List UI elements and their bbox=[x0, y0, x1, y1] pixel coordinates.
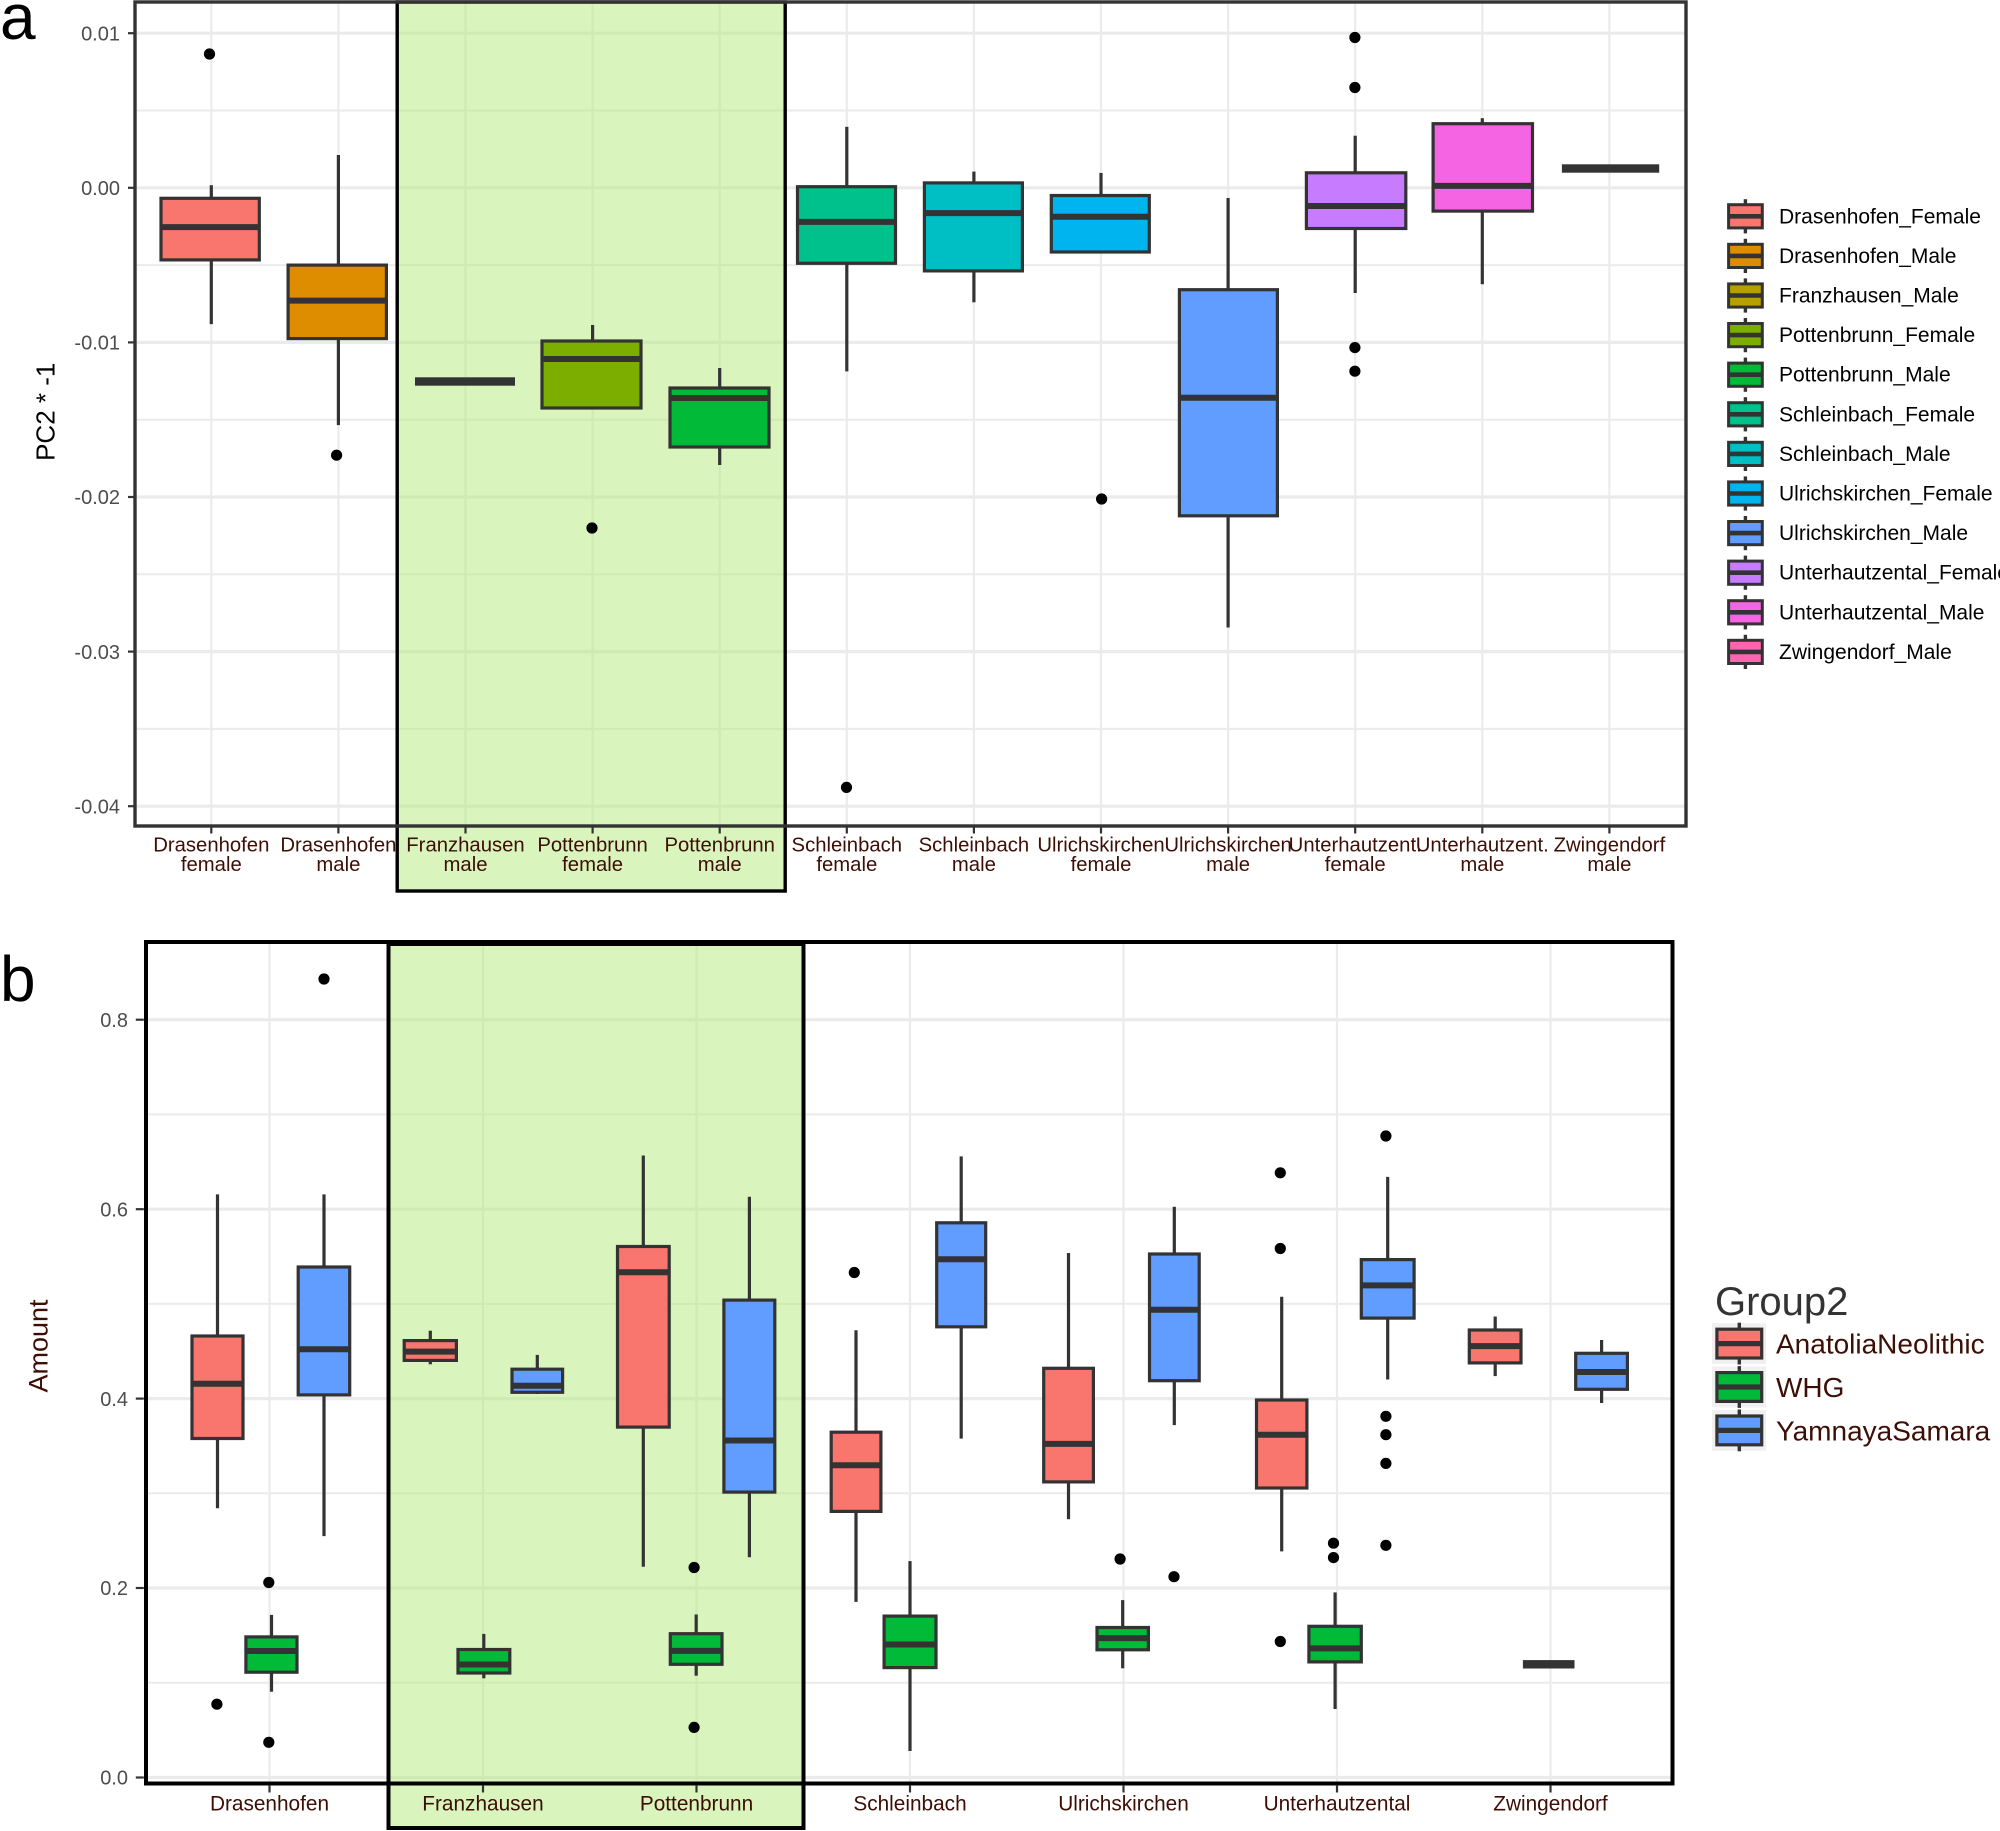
svg-text:male: male bbox=[316, 854, 360, 876]
svg-text:Drasenhofen: Drasenhofen bbox=[210, 1793, 329, 1816]
svg-text:Schleinbach: Schleinbach bbox=[919, 835, 1030, 857]
svg-text:Drasenhofen: Drasenhofen bbox=[153, 835, 269, 857]
svg-text:female: female bbox=[562, 854, 623, 876]
svg-text:Schleinbach_Male: Schleinbach_Male bbox=[1779, 443, 1951, 466]
svg-text:Pottenbrunn_Male: Pottenbrunn_Male bbox=[1779, 364, 1951, 387]
svg-text:0.00: 0.00 bbox=[81, 178, 120, 200]
svg-text:Franzhausen_Male: Franzhausen_Male bbox=[1779, 285, 1959, 308]
svg-text:-0.02: -0.02 bbox=[74, 487, 120, 509]
svg-text:female: female bbox=[1325, 854, 1386, 876]
svg-text:-0.04: -0.04 bbox=[74, 796, 120, 818]
svg-text:Unterhautzental_Female: Unterhautzental_Female bbox=[1779, 562, 2000, 585]
svg-text:a: a bbox=[0, 0, 36, 53]
svg-text:Pottenbrunn_Female: Pottenbrunn_Female bbox=[1779, 324, 1975, 347]
svg-text:Unterhautzental_Male: Unterhautzental_Male bbox=[1779, 601, 1984, 624]
svg-text:PC2 * -1: PC2 * -1 bbox=[31, 363, 61, 461]
svg-text:0.8: 0.8 bbox=[100, 1010, 128, 1032]
svg-text:male: male bbox=[698, 854, 742, 876]
svg-text:male: male bbox=[1206, 854, 1250, 876]
svg-text:female: female bbox=[1071, 854, 1132, 876]
svg-text:b: b bbox=[0, 943, 36, 1015]
svg-text:male: male bbox=[1587, 854, 1631, 876]
svg-text:Unterhautzent.: Unterhautzent. bbox=[1416, 835, 1549, 857]
svg-text:female: female bbox=[181, 854, 242, 876]
svg-text:Ulrichskirchen: Ulrichskirchen bbox=[1037, 835, 1164, 857]
svg-text:-0.01: -0.01 bbox=[74, 333, 120, 355]
svg-text:YamnayaSamara: YamnayaSamara bbox=[1776, 1415, 1991, 1446]
svg-text:0.0: 0.0 bbox=[100, 1768, 128, 1790]
svg-text:Schleinbach: Schleinbach bbox=[792, 835, 903, 857]
svg-text:Franzhausen: Franzhausen bbox=[422, 1793, 543, 1816]
svg-text:WHG: WHG bbox=[1776, 1372, 1844, 1403]
svg-text:Ulrichskirchen_Male: Ulrichskirchen_Male bbox=[1779, 522, 1968, 545]
svg-text:male: male bbox=[952, 854, 996, 876]
svg-text:Ulrichskirchen: Ulrichskirchen bbox=[1058, 1793, 1189, 1816]
svg-text:Unterhautzent.: Unterhautzent. bbox=[1289, 835, 1422, 857]
svg-text:Drasenhofen_Female: Drasenhofen_Female bbox=[1779, 205, 1981, 228]
svg-text:Drasenhofen: Drasenhofen bbox=[280, 835, 396, 857]
svg-text:male: male bbox=[444, 854, 488, 876]
svg-text:Zwingendorf: Zwingendorf bbox=[1554, 835, 1666, 857]
svg-text:0.4: 0.4 bbox=[100, 1389, 128, 1411]
svg-text:Group2: Group2 bbox=[1715, 1280, 1848, 1324]
svg-text:0.2: 0.2 bbox=[100, 1578, 128, 1600]
svg-text:male: male bbox=[1460, 854, 1504, 876]
svg-text:female: female bbox=[816, 854, 877, 876]
svg-text:Schleinbach: Schleinbach bbox=[853, 1793, 966, 1816]
svg-text:-0.03: -0.03 bbox=[74, 642, 120, 664]
svg-text:Pottenbrunn: Pottenbrunn bbox=[640, 1793, 753, 1816]
svg-text:Ulrichskirchen_Female: Ulrichskirchen_Female bbox=[1779, 483, 1993, 506]
svg-text:AnatoliaNeolithic: AnatoliaNeolithic bbox=[1776, 1329, 1985, 1360]
svg-text:Zwingendorf_Male: Zwingendorf_Male bbox=[1779, 641, 1952, 664]
svg-text:Schleinbach_Female: Schleinbach_Female bbox=[1779, 403, 1975, 426]
svg-text:Franzhausen: Franzhausen bbox=[406, 835, 524, 857]
svg-text:0.6: 0.6 bbox=[100, 1199, 128, 1221]
svg-text:0.01: 0.01 bbox=[81, 23, 120, 45]
svg-text:Pottenbrunn: Pottenbrunn bbox=[537, 835, 648, 857]
svg-text:Amount: Amount bbox=[24, 1299, 54, 1393]
svg-text:Drasenhofen_Male: Drasenhofen_Male bbox=[1779, 245, 1956, 268]
svg-text:Zwingendorf: Zwingendorf bbox=[1493, 1793, 1608, 1816]
svg-text:Ulrichskirchen: Ulrichskirchen bbox=[1164, 835, 1291, 857]
svg-text:Unterhautzental: Unterhautzental bbox=[1264, 1793, 1411, 1816]
svg-text:Pottenbrunn: Pottenbrunn bbox=[664, 835, 775, 857]
